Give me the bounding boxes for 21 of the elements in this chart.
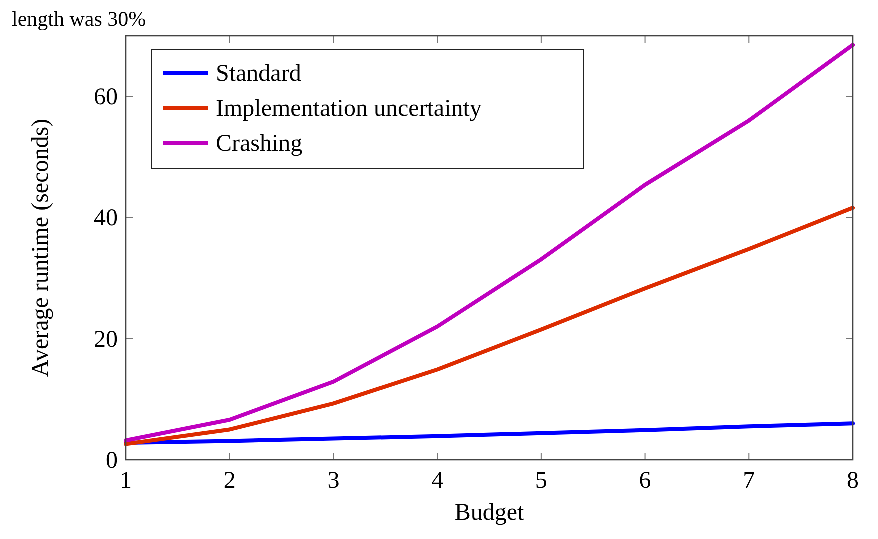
legend-label: Implementation uncertainty	[216, 96, 482, 122]
y-tick-label: 20	[94, 326, 118, 353]
x-tick-label: 4	[432, 468, 444, 494]
line-series	[124, 206, 855, 446]
legend-label: Standard	[216, 61, 302, 87]
x-tick-label: 2	[224, 468, 236, 494]
x-tick-label: 3	[328, 468, 340, 494]
y-axis-title: Average runtime (seconds)	[28, 118, 54, 378]
x-tick-label: 1	[120, 468, 132, 494]
y-tick-label: 60	[94, 84, 118, 111]
x-axis-title: Budget	[454, 500, 524, 526]
x-tick-label: 7	[743, 468, 756, 494]
y-tick-label: 40	[94, 206, 118, 232]
x-tick-label: 8	[847, 468, 859, 494]
x-tick-label: 5	[535, 468, 548, 494]
text: length was 30%	[12, 7, 146, 31]
line-series	[124, 43, 855, 443]
x-tick-label: 6	[639, 468, 652, 494]
y-tick-label: 0	[106, 448, 118, 474]
legend-label: Crashing	[216, 131, 303, 157]
line-series	[124, 422, 855, 446]
